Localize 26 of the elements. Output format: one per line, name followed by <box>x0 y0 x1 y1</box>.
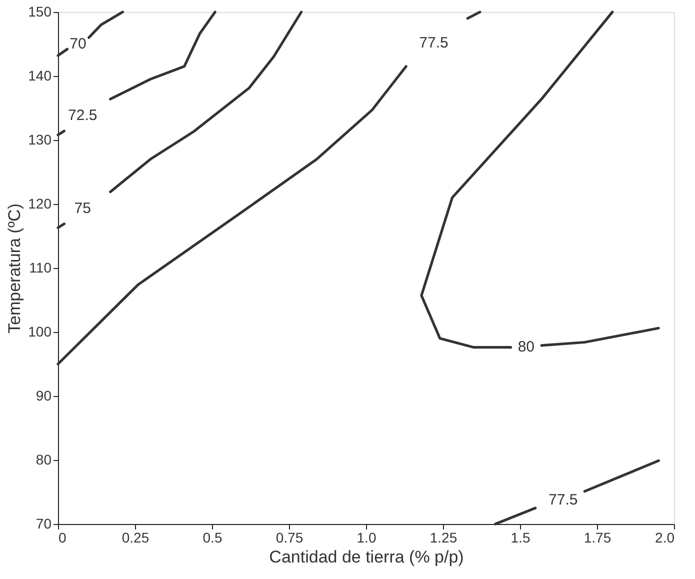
x-tick-label: 0.5 <box>202 530 222 546</box>
x-axis-title: Cantidad de tierra (% p/p) <box>269 548 464 566</box>
y-tick-label: 130 <box>28 132 52 148</box>
x-tick-label: 0 <box>58 530 66 546</box>
x-tick-label: 0.25 <box>122 530 150 546</box>
y-axis-title: Temperatura (ºC) <box>5 204 24 334</box>
series-label: 70 <box>70 35 86 52</box>
y-tick-label: 110 <box>29 260 52 276</box>
series-label: 77.5 <box>419 34 448 52</box>
y-tick-label: 150 <box>28 4 52 20</box>
x-tick-label: 2.0 <box>655 530 675 546</box>
y-tick-label: 120 <box>28 196 52 212</box>
series-label: 77.5 <box>548 492 578 509</box>
y-tick-label: 140 <box>28 68 52 84</box>
series-label: 75 <box>74 200 91 217</box>
x-tick-label: 1.25 <box>430 530 458 546</box>
series-label: 72.5 <box>68 107 98 124</box>
x-tick-label: 1.5 <box>510 530 530 546</box>
x-tick-label: 0.75 <box>276 530 304 546</box>
x-tick-label: 1.75 <box>584 530 612 546</box>
series-label: 80 <box>518 338 535 356</box>
y-tick-label: 100 <box>28 324 52 340</box>
y-tick-label: 80 <box>36 452 52 468</box>
x-tick-label: 1.0 <box>356 530 376 546</box>
y-tick-label: 90 <box>36 388 52 404</box>
y-tick-label: 70 <box>36 516 52 532</box>
